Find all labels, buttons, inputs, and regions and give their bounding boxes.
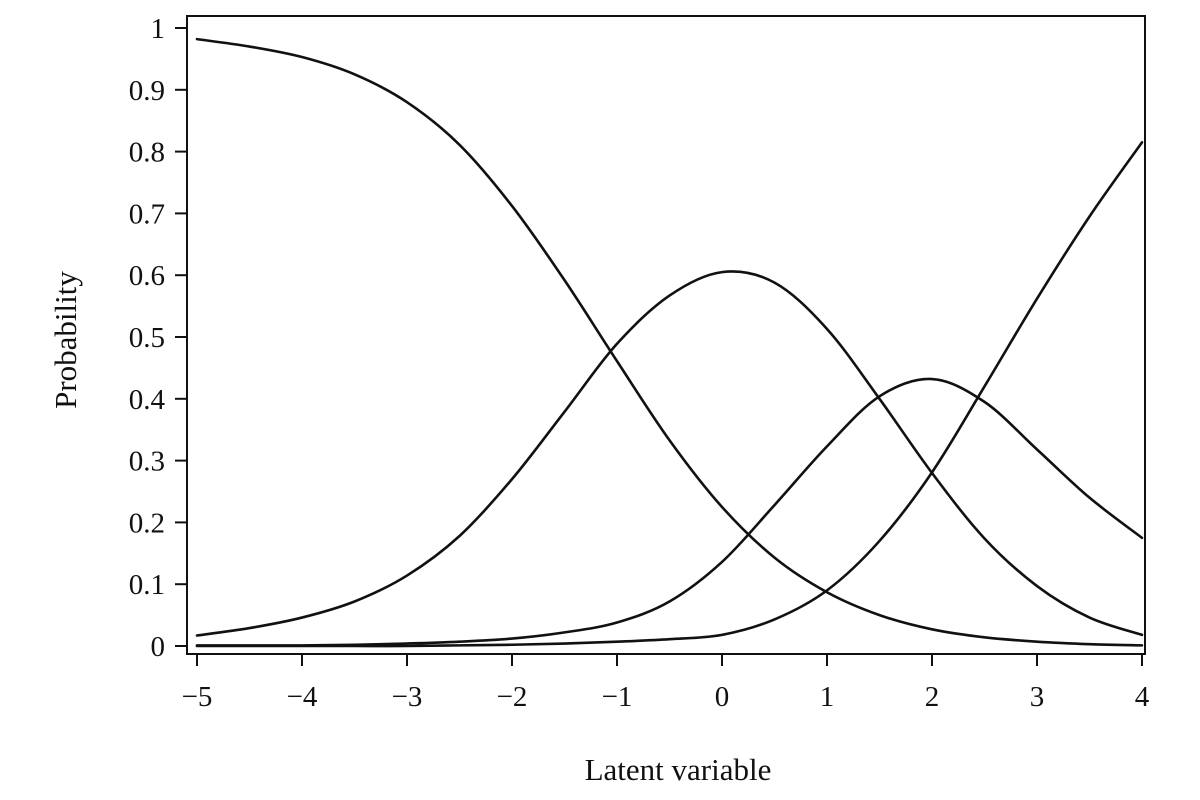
x-axis-title: Latent variable <box>585 752 772 787</box>
y-tick-label: 0.5 <box>129 322 165 354</box>
y-tick-label: 0.6 <box>129 260 165 292</box>
y-axis: 0 0.1 0.2 0.3 0.4 0.5 0.6 0.7 0.8 0.9 1 <box>129 13 187 663</box>
series-line-3 <box>195 377 1144 647</box>
y-tick-label: 0.3 <box>129 446 165 478</box>
y-tick-label: 0.9 <box>129 75 165 107</box>
x-tick-label: −2 <box>497 681 528 713</box>
x-tick-label: 0 <box>715 681 730 713</box>
x-tick-label: −1 <box>602 681 633 713</box>
series-line-4 <box>195 141 1144 648</box>
x-tick-label: 4 <box>1135 681 1150 713</box>
y-tick-label: 0.2 <box>129 507 165 539</box>
y-tick-label: 0.4 <box>129 384 166 416</box>
x-tick-label: −4 <box>287 681 318 713</box>
y-tick-label: 1 <box>151 13 166 45</box>
x-tick-label: −3 <box>392 681 423 713</box>
plot-frame <box>186 15 1146 655</box>
series-layer <box>195 37 1144 648</box>
y-tick-label: 0.7 <box>129 198 165 230</box>
y-tick-label: 0.1 <box>129 569 165 601</box>
x-tick-label: 1 <box>820 681 835 713</box>
x-axis: −5 −4 −3 −2 −1 0 1 2 3 4 <box>182 654 1150 713</box>
y-axis-title: Probability <box>48 271 83 409</box>
series-line-1 <box>195 37 1144 647</box>
y-tick-label: 0 <box>151 631 166 663</box>
y-tick-label: 0.8 <box>129 137 165 169</box>
x-tick-label: −5 <box>182 681 213 713</box>
x-tick-label: 2 <box>925 681 940 713</box>
x-tick-label: 3 <box>1030 681 1045 713</box>
series-line-2 <box>195 270 1144 637</box>
